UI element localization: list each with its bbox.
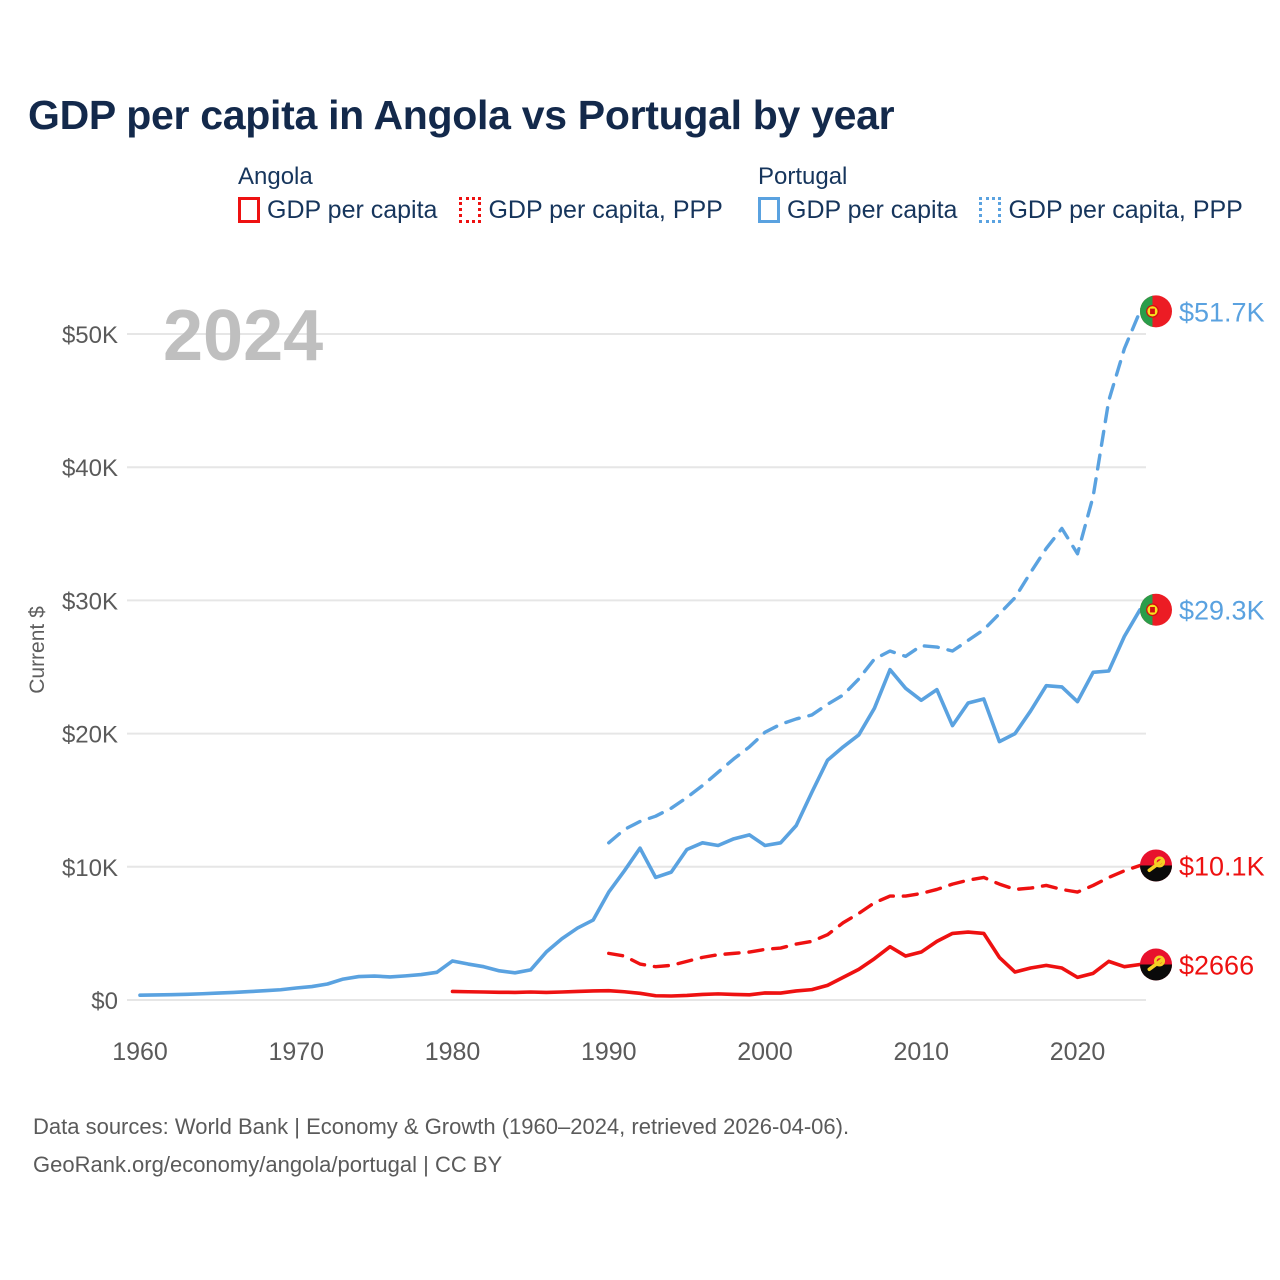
legend-label-portugal-gdp: GDP per capita [787, 196, 958, 224]
gridlines [127, 333, 1146, 1001]
x-tick-label: 2000 [737, 1038, 793, 1066]
series-line-angola-gdp-per-capita-ppp [607, 863, 1142, 969]
y-tick-label: $10K [62, 855, 118, 882]
watermark-year: 2024 [163, 296, 323, 376]
legend-swatch-portugal-gdp [758, 197, 780, 223]
x-tick-label: 1970 [268, 1038, 324, 1066]
legend-swatch-angola-ppp [459, 197, 482, 223]
x-tick-label: 1980 [425, 1038, 481, 1066]
portugal-flag-shield [1150, 607, 1155, 613]
footer-line-url[interactable]: GeoRank.org/economy/angola/portugal | CC… [33, 1152, 503, 1177]
x-tick-label: 2020 [1050, 1038, 1106, 1066]
y-tick-label: $40K [62, 455, 118, 482]
legend-item-angola-ppp[interactable]: GDP per capita, PPP [459, 196, 723, 224]
end-value-label-ao-ppp: $10.1K [1179, 851, 1265, 881]
y-tick-label: $30K [62, 588, 118, 615]
end-marker-ao-ppp: $10.1K [1140, 849, 1265, 882]
chart-legend: Angola GDP per capita GDP per capita, PP… [238, 162, 1268, 224]
legend-group-angola: Angola GDP per capita GDP per capita, PP… [238, 162, 758, 224]
legend-swatch-angola-gdp [238, 197, 260, 223]
angola-flag-cog [1153, 856, 1166, 868]
footer-credits: Data sources: World Bank | Economy & Gro… [33, 1108, 849, 1184]
series-lines [138, 309, 1142, 998]
footer-line-sources: Data sources: World Bank | Economy & Gro… [33, 1114, 850, 1139]
legend-label-angola-ppp: GDP per capita, PPP [488, 196, 723, 224]
portugal-flag-shield [1150, 308, 1155, 315]
x-tick-label: 1990 [581, 1038, 637, 1066]
angola-flag-black-band [1140, 964, 1172, 981]
series-line-portugal-gdp-per-capita-ppp [607, 309, 1142, 845]
legend-country-angola: Angola [238, 163, 313, 190]
y-tick-label: $20K [62, 722, 118, 749]
legend-swatch-portugal-ppp [979, 197, 1002, 223]
y-tick-label: $0 [91, 988, 118, 1015]
angola-flag-black-band [1140, 865, 1172, 882]
legend-item-portugal-ppp[interactable]: GDP per capita, PPP [979, 196, 1243, 224]
legend-label-portugal-ppp: GDP per capita, PPP [1008, 196, 1243, 224]
y-tick-label: $50K [62, 322, 118, 349]
end-marker-ao-gdp: $2666 [1140, 948, 1254, 981]
legend-group-portugal: Portugal GDP per capita GDP per capita, … [758, 162, 1243, 224]
end-value-label-ao-gdp: $2666 [1179, 950, 1254, 980]
y-axis-label: Current $ [26, 606, 49, 694]
legend-label-angola-gdp: GDP per capita [267, 196, 438, 224]
end-value-label-pt-gdp: $29.3K [1179, 596, 1265, 626]
x-axis-ticks: 1960 1970 1980 1990 2000 2010 2020 [112, 1038, 1105, 1066]
end-marker-pt-gdp: $29.3K [1140, 593, 1265, 626]
series-line-angola-gdp-per-capita [450, 930, 1142, 998]
y-axis-ticks: $0 $10K $20K $30K $40K $50K [62, 322, 118, 1015]
page-title: GDP per capita in Angola vs Portugal by … [28, 92, 895, 138]
end-marker-pt-ppp: $51.7K [1140, 295, 1265, 328]
legend-country-portugal: Portugal [758, 163, 848, 190]
x-tick-label: 2010 [893, 1038, 949, 1066]
legend-item-angola-gdp[interactable]: GDP per capita [238, 196, 437, 224]
end-markers: $51.7K $29.3K $10.1K $2666 [1140, 295, 1265, 981]
x-tick-label: 1960 [112, 1038, 168, 1066]
angola-flag-cog [1153, 955, 1166, 967]
legend-item-portugal-gdp[interactable]: GDP per capita [758, 196, 957, 224]
end-value-label-pt-ppp: $51.7K [1179, 297, 1265, 327]
series-line-portugal-gdp-per-capita [138, 607, 1142, 997]
